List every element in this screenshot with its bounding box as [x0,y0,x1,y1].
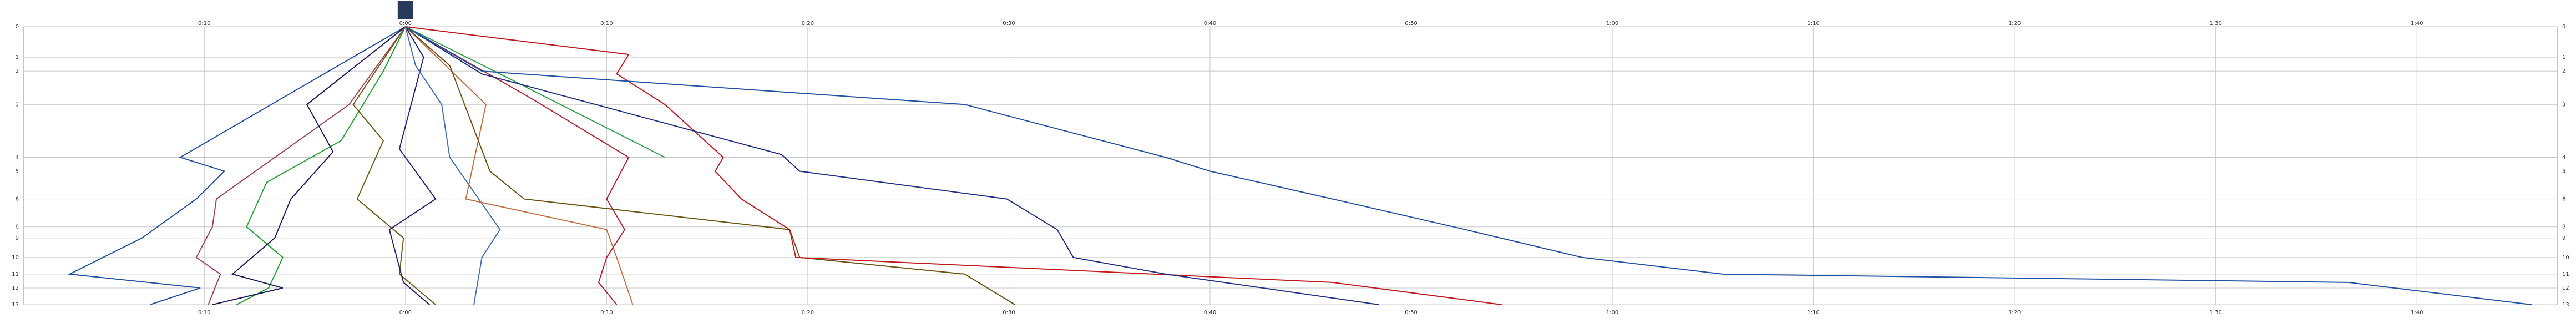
y-tick-label-left: 8 [16,224,19,230]
y-tick-label-right: 6 [2562,196,2565,203]
train-line [405,26,1502,305]
y-tick-label-right: 1 [2562,54,2565,60]
x-tick-label-bottom: 0:40 [1204,310,1216,316]
y-tick-label-right: 5 [2562,169,2565,175]
y-tick-label-right: 13 [2562,302,2569,308]
train-line [405,26,1015,305]
y-tick-label-left: 1 [16,54,19,60]
y-tick-label-right: 3 [2562,102,2565,108]
x-tick-label-bottom: 1:10 [1807,310,1819,316]
train-line [352,26,436,305]
x-tick-label-bottom: 0:50 [1405,310,1417,316]
y-tick-label-left: 0 [16,24,19,30]
x-tick-label-top: 1:00 [1606,21,1618,27]
origin-marker [397,1,413,19]
train-line [405,26,1379,305]
train-line [195,26,406,305]
y-tick-label-left: 10 [12,255,19,261]
x-tick-label-bottom: 0:10 [198,310,210,316]
x-tick-label-top: 0:20 [802,21,814,27]
x-tick-label-top: 0:30 [1003,21,1015,27]
y-tick-label-left: 2 [16,68,19,74]
train-line [212,26,406,305]
y-tick-label-left: 13 [12,302,19,308]
x-tick-label-bottom: 0:30 [1003,310,1015,316]
train-line [405,26,665,158]
x-tick-label-bottom: 1:40 [2411,310,2423,316]
plot-frame [23,26,2558,305]
train-line [405,26,2532,305]
y-tick-label-right: 9 [2562,235,2565,241]
x-tick-label-top: 0:10 [600,21,613,27]
x-tick-label-bottom: 1:30 [2209,310,2221,316]
y-tick-label-right: 12 [2562,285,2569,291]
x-tick-label-top: 1:10 [1807,21,1819,27]
x-tick-label-bottom: 0:20 [802,310,814,316]
y-tick-label-right: 4 [2562,154,2565,160]
x-tick-label-top: 0:10 [198,21,210,27]
x-tick-label-bottom: 1:20 [2008,310,2021,316]
x-tick-label-bottom: 1:00 [1606,310,1618,316]
y-tick-label-left: 5 [16,169,19,175]
train-line [388,26,437,305]
x-tick-label-bottom: 0:00 [399,310,412,316]
train-line [405,26,630,305]
train-line [404,26,501,305]
y-tick-label-right: 10 [2562,255,2569,261]
x-tick-label-top: 0:40 [1204,21,1216,27]
y-tick-label-left: 12 [12,285,19,291]
y-tick-label-left: 3 [16,102,19,108]
x-tick-label-top: 1:30 [2209,21,2221,27]
y-tick-label-left: 6 [16,196,19,203]
train-line [236,26,406,305]
x-tick-label-top: 0:00 [399,21,412,27]
x-tick-label-bottom: 0:10 [600,310,613,316]
y-tick-label-right: 2 [2562,68,2565,74]
x-tick-label-top: 1:40 [2411,21,2423,27]
y-tick-label-right: 8 [2562,224,2565,230]
y-tick-label-right: 0 [2562,24,2565,30]
y-tick-label-left: 11 [12,271,19,278]
y-tick-label-right: 11 [2562,271,2569,278]
train-line [405,26,634,305]
y-tick-label-left: 4 [16,154,19,160]
x-tick-label-top: 1:20 [2008,21,2021,27]
y-tick-label-left: 9 [16,235,19,241]
train-line [67,26,406,305]
x-tick-label-top: 0:50 [1405,21,1417,27]
